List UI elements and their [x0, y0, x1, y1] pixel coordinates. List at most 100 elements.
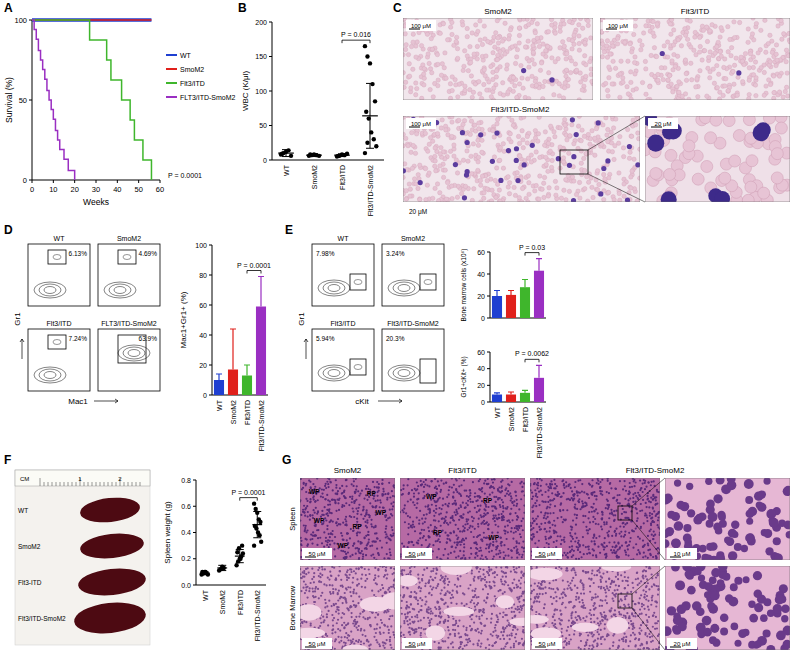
- rbc: [409, 86, 413, 90]
- image-bg: [645, 116, 790, 202]
- cell: [387, 493, 389, 495]
- x-tick-label: Flt3/ITD-SmoM2: [254, 590, 261, 641]
- rbc: [539, 61, 543, 65]
- rbc: [497, 188, 501, 192]
- p-value: P = 0.0001: [232, 489, 266, 496]
- rbc: [439, 126, 443, 130]
- rbc: [552, 130, 556, 134]
- rbc: [665, 149, 677, 161]
- significance-bracket: [240, 498, 258, 501]
- rbc: [543, 130, 547, 134]
- cell: [383, 557, 385, 559]
- point: [336, 154, 340, 158]
- nucleus: [465, 140, 470, 145]
- rbc: [644, 24, 648, 28]
- dot-chart: 0.00.20.40.60.8Spleen weight (g)WTSmoM2F…: [163, 477, 266, 642]
- rbc: [586, 23, 590, 27]
- rbc: [527, 65, 531, 69]
- rbc: [768, 82, 772, 86]
- rbc: [495, 122, 499, 126]
- rbc: [440, 118, 444, 122]
- rbc: [514, 55, 518, 59]
- flow-frame: [98, 244, 160, 306]
- rbc: [485, 88, 489, 92]
- rbc: [457, 118, 461, 122]
- nucleus: [514, 146, 519, 151]
- rbc: [557, 82, 561, 86]
- point: [258, 520, 262, 524]
- nucleus: [661, 191, 677, 202]
- rbc: [462, 64, 466, 68]
- inset-box: [560, 150, 588, 174]
- nucleus: [601, 166, 606, 171]
- rbc: [506, 185, 510, 189]
- rbc: [492, 35, 496, 39]
- rbc: [433, 186, 437, 190]
- column-title: Flt3/ITD-SmoM2: [626, 466, 685, 475]
- y-tick: [269, 56, 272, 57]
- rbc: [590, 185, 594, 189]
- rbc: [564, 57, 568, 61]
- rbc: [615, 36, 619, 40]
- point: [235, 550, 239, 554]
- rbc: [662, 44, 666, 48]
- y-tick: [193, 558, 196, 559]
- rbc: [404, 188, 408, 192]
- bar: [534, 271, 544, 318]
- rbc: [409, 150, 413, 154]
- rbc: [511, 123, 515, 127]
- rbc: [478, 38, 482, 42]
- rbc: [435, 52, 439, 56]
- x-tick-label: 40: [113, 185, 121, 194]
- rbc: [538, 68, 542, 72]
- ruler-tick: [132, 482, 133, 486]
- rbc: [482, 24, 486, 28]
- rbc: [633, 24, 637, 28]
- error-bar: [338, 154, 346, 157]
- cell: [388, 482, 390, 484]
- rbc: [567, 189, 571, 193]
- rbc: [648, 84, 652, 88]
- rbc: [683, 140, 695, 152]
- x-tick-label: SmoM2: [311, 165, 318, 189]
- legend-label: WT: [180, 52, 192, 59]
- rbc: [517, 26, 521, 30]
- rbc: [705, 132, 717, 144]
- rbc: [579, 172, 583, 176]
- bar: [256, 307, 266, 396]
- rbc: [692, 173, 704, 185]
- rbc: [468, 132, 472, 136]
- rbc: [473, 123, 477, 127]
- rbc: [462, 49, 466, 53]
- rbc: [602, 50, 606, 54]
- rbc: [454, 35, 458, 39]
- rbc: [752, 38, 756, 42]
- gate-percent: 6.13%: [69, 250, 88, 257]
- rbc: [593, 153, 597, 157]
- rbc: [675, 84, 679, 88]
- rbc: [414, 55, 418, 59]
- rbc: [732, 20, 736, 24]
- rbc: [485, 187, 489, 191]
- flow-frame: [28, 244, 90, 306]
- cell: [385, 525, 387, 527]
- x-tick-label: Flt3/ITD-SmoM2: [258, 400, 265, 451]
- rbc: [750, 32, 754, 36]
- cell: [352, 530, 354, 532]
- scale-label: 20 μM: [655, 121, 672, 127]
- rbc: [570, 47, 574, 51]
- rbc: [544, 48, 548, 52]
- rbc: [530, 84, 534, 88]
- rbc: [512, 122, 516, 126]
- y-axis-label: Survival (%): [4, 77, 14, 123]
- gate: [420, 274, 436, 290]
- rbc: [427, 171, 431, 175]
- rbc: [507, 37, 511, 41]
- rbc: [584, 62, 588, 66]
- rbc: [577, 98, 581, 100]
- x-tick-label: SmoM2: [219, 590, 226, 614]
- rbc: [685, 71, 689, 75]
- rbc: [746, 40, 750, 44]
- rbc: [555, 186, 559, 190]
- cell: [393, 484, 395, 486]
